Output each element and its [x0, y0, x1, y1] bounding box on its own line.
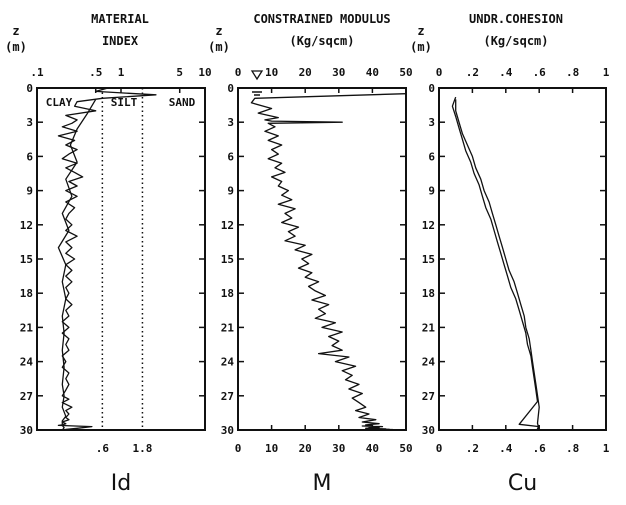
panel-title-line: CONSTRAINED MODULUS [253, 12, 390, 26]
depth-tick-label: 18 [422, 287, 435, 300]
depth-tick-label: 6 [227, 150, 234, 163]
depth-axis-unit: (m) [410, 40, 432, 54]
panel-title-line: (Kg/sqcm) [483, 34, 548, 48]
profile-line [451, 96, 540, 430]
depth-tick-label: 18 [20, 287, 33, 300]
x-tick-label-bottom: .8 [566, 442, 579, 455]
depth-axis-symbol: z [12, 24, 19, 38]
x-tick-label: .1 [30, 66, 44, 79]
x-tick-label-top: 0 [436, 66, 443, 79]
depth-tick-label: 0 [428, 82, 435, 95]
depth-tick-label: 15 [20, 253, 33, 266]
x-tick-label-top: 10 [265, 66, 278, 79]
variable-label: M [313, 471, 332, 496]
water-table-icon [250, 70, 264, 81]
variable-label: Id [111, 471, 131, 496]
x-tick-label-top: 0 [235, 66, 242, 79]
x-tick-label-top: 50 [399, 66, 412, 79]
x-tick-label-bottom: 20 [299, 442, 312, 455]
depth-tick-label: 3 [428, 116, 435, 129]
depth-axis-unit: (m) [5, 40, 27, 54]
boundary-label: 1.8 [133, 442, 153, 455]
depth-tick-label: 0 [227, 82, 234, 95]
depth-tick-label: 0 [26, 82, 33, 95]
x-tick-label-top: 1 [603, 66, 610, 79]
depth-tick-label: 9 [227, 185, 234, 198]
depth-tick-label: 27 [221, 390, 234, 403]
profile-line [455, 99, 540, 430]
x-tick-label: 1 [118, 66, 125, 79]
x-tick-label-top: 30 [332, 66, 345, 79]
panel-title-line: UNDR.COHESION [469, 12, 563, 26]
x-tick-label-bottom: .4 [499, 442, 513, 455]
depth-axis-symbol: z [417, 24, 424, 38]
depth-tick-label: 15 [422, 253, 435, 266]
x-tick-label-top: .4 [499, 66, 513, 79]
variable-label: Cu [508, 471, 537, 496]
depth-axis-unit: (m) [208, 40, 230, 54]
x-tick-label-top: .2 [466, 66, 479, 79]
depth-tick-label: 9 [428, 185, 435, 198]
x-tick-label-bottom: 40 [366, 442, 379, 455]
soil-zone-label: CLAY [46, 96, 73, 109]
depth-tick-label: 12 [422, 219, 435, 232]
x-tick-label-top: 40 [366, 66, 379, 79]
depth-axis-symbol: z [215, 24, 222, 38]
x-tick-label-top: .6 [533, 66, 547, 79]
x-tick-label-bottom: .2 [466, 442, 479, 455]
x-tick-label-top: 20 [299, 66, 312, 79]
plot-frame [36, 87, 206, 431]
depth-tick-label: 24 [20, 356, 34, 369]
x-tick-label-bottom: 1 [603, 442, 610, 455]
depth-tick-label: 24 [422, 356, 436, 369]
profile-line [250, 93, 406, 430]
soil-zone-label: SAND [169, 96, 196, 109]
x-tick-label-bottom: .6 [533, 442, 547, 455]
depth-tick-label: 12 [221, 219, 234, 232]
depth-tick-label: 18 [221, 287, 234, 300]
x-tick-label: .5 [89, 66, 102, 79]
depth-tick-label: 30 [20, 424, 33, 437]
depth-tick-label: 27 [422, 390, 435, 403]
depth-tick-label: 9 [26, 185, 33, 198]
depth-tick-label: 3 [227, 116, 234, 129]
depth-tick-label: 24 [221, 356, 235, 369]
depth-tick-label: 21 [422, 321, 436, 334]
x-tick-label-bottom: 0 [436, 442, 443, 455]
depth-tick-label: 12 [20, 219, 33, 232]
depth-tick-label: 27 [20, 390, 33, 403]
x-tick-label: 5 [176, 66, 183, 79]
plot-frame [237, 87, 407, 431]
depth-tick-label: 6 [26, 150, 33, 163]
depth-tick-label: 30 [422, 424, 435, 437]
depth-tick-label: 15 [221, 253, 234, 266]
depth-tick-label: 3 [26, 116, 33, 129]
boundary-label: .6 [96, 442, 110, 455]
panel-constrained-modulus: CONSTRAINED MODULUS (Kg/sqcm) z (m) 0 3 6 9 12 15… [208, 12, 412, 496]
x-tick-label-bottom: 0 [235, 442, 242, 455]
plot-frame [438, 87, 607, 431]
x-tick-label-bottom: 50 [399, 442, 412, 455]
x-tick-label-bottom: 30 [332, 442, 345, 455]
x-tick-label-bottom: 10 [265, 442, 278, 455]
panel-title-line: INDEX [102, 34, 139, 48]
panel-title-line: MATERIAL [91, 12, 149, 26]
panel-title-line: (Kg/sqcm) [289, 34, 354, 48]
profile-line [57, 88, 157, 430]
profile-line [57, 99, 97, 430]
depth-tick-label: 30 [221, 424, 234, 437]
x-tick-label: 10 [198, 66, 211, 79]
panel-undrained-cohesion: UNDR.COHESION (Kg/sqcm) z (m) 0 3 6 9 12 15 18 21 24… [410, 12, 610, 496]
soil-zone-label: SILT [111, 96, 138, 109]
depth-tick-label: 21 [221, 321, 235, 334]
depth-tick-label: 6 [428, 150, 435, 163]
depth-tick-label: 21 [20, 321, 34, 334]
x-tick-label-top: .8 [566, 66, 579, 79]
